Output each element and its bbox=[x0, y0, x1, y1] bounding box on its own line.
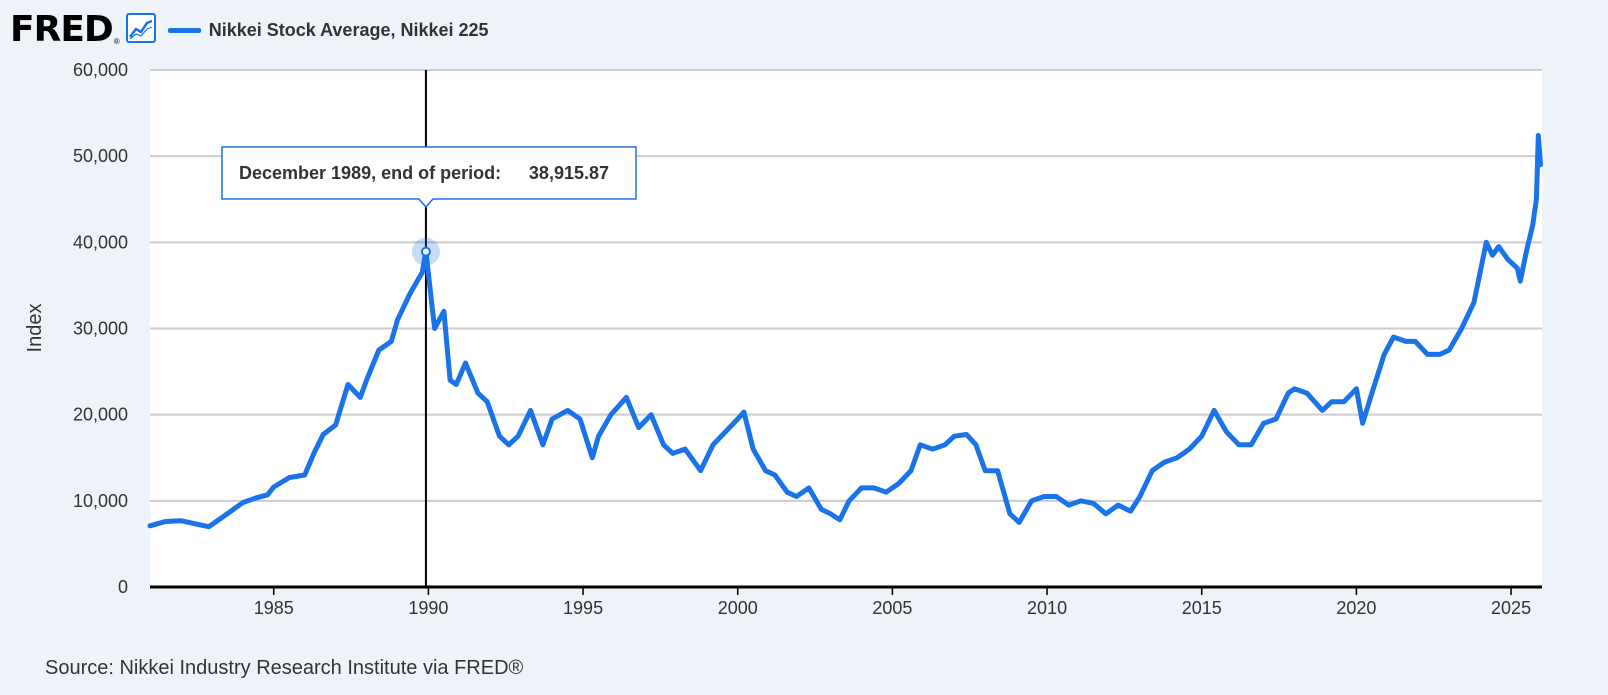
y-tick-label: 50,000 bbox=[73, 146, 128, 166]
y-axis-ticks: 0 10,000 20,000 30,000 40,000 50,000 60,000 bbox=[73, 60, 128, 597]
x-tick-label: 1985 bbox=[254, 598, 294, 618]
legend-swatch bbox=[167, 27, 201, 33]
chart-line-icon bbox=[125, 12, 156, 48]
source-note: Source: Nikkei Industry Research Institu… bbox=[45, 657, 524, 679]
x-tick-label: 1995 bbox=[563, 598, 603, 618]
tooltip-label: December 1989, end of period: bbox=[239, 163, 501, 183]
x-tick-label: 2025 bbox=[1491, 598, 1531, 618]
x-tick-label: 2020 bbox=[1336, 598, 1376, 618]
y-tick-label: 10,000 bbox=[73, 491, 128, 511]
y-tick-label: 40,000 bbox=[73, 232, 128, 252]
tooltip: December 1989, end of period: 38,915.87 bbox=[221, 146, 637, 266]
y-tick-label: 0 bbox=[118, 577, 128, 597]
x-axis-ticks: 1985 1990 1995 2000 2005 2010 2015 2020 2025 bbox=[254, 587, 1531, 618]
x-tick-label: 2015 bbox=[1182, 598, 1222, 618]
hover-point[interactable] bbox=[420, 246, 431, 257]
y-axis-label: Index bbox=[24, 304, 46, 353]
chart-header: FRED ® Nikkei Stock Average, Nikkei 225 bbox=[10, 10, 489, 50]
series-line-nikkei-225[interactable] bbox=[147, 133, 1543, 530]
x-tick-label: 2000 bbox=[718, 598, 758, 618]
y-tick-label: 30,000 bbox=[73, 319, 128, 339]
y-tick-label: 60,000 bbox=[73, 60, 128, 80]
legend-label[interactable]: Nikkei Stock Average, Nikkei 225 bbox=[208, 19, 489, 40]
x-tick-label: 2005 bbox=[872, 598, 912, 618]
fred-logo-registered-mark: ® bbox=[113, 37, 120, 46]
x-tick-label: 2010 bbox=[1027, 598, 1067, 618]
fred-logo[interactable]: FRED bbox=[10, 9, 114, 50]
x-tick-label: 1990 bbox=[408, 598, 448, 618]
tooltip-box bbox=[221, 146, 637, 209]
tooltip-value: 38,915.87 bbox=[529, 163, 609, 183]
y-tick-label: 20,000 bbox=[73, 405, 128, 425]
